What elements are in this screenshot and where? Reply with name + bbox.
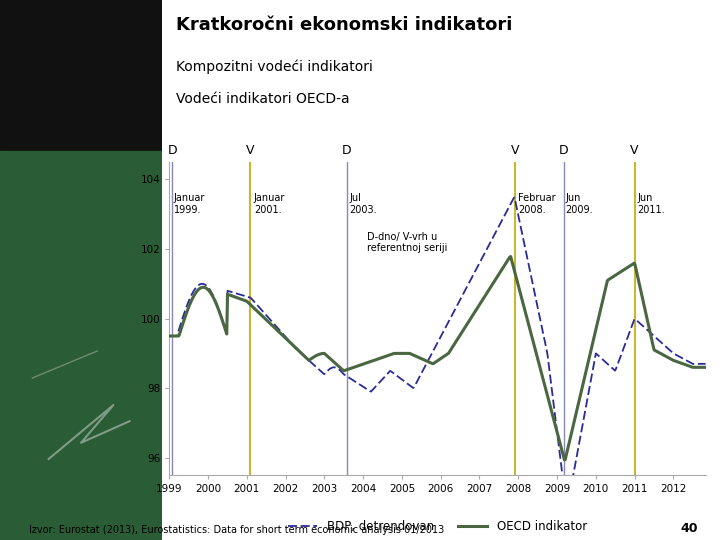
Legend: BDP, detrendovan, OECD indikator: BDP, detrendovan, OECD indikator (283, 516, 592, 538)
Text: V: V (631, 144, 639, 157)
Text: Kompozitni vodeći indikatori: Kompozitni vodeći indikatori (176, 59, 373, 74)
Text: Vodeći indikatori OECD-a: Vodeći indikatori OECD-a (176, 92, 350, 106)
Text: Januar
1999.: Januar 1999. (174, 193, 205, 215)
Text: Februar
2008.: Februar 2008. (518, 193, 556, 215)
Text: D: D (168, 144, 177, 157)
Bar (0, 151, 162, 540)
Text: 40: 40 (681, 522, 698, 535)
Text: D: D (342, 144, 351, 157)
Text: V: V (246, 144, 254, 157)
Text: Jun
2011.: Jun 2011. (638, 193, 665, 215)
Text: Jul
2003.: Jul 2003. (349, 193, 377, 215)
Text: Jun
2009.: Jun 2009. (566, 193, 593, 215)
Text: D-dno/ V-vrh u
referentnoj seriji: D-dno/ V-vrh u referentnoj seriji (367, 232, 447, 253)
Text: D: D (559, 144, 569, 157)
Bar (0, 0, 162, 151)
Text: Kratkoročni ekonomski indikatori: Kratkoročni ekonomski indikatori (176, 16, 513, 34)
Text: Januar
2001.: Januar 2001. (253, 193, 285, 215)
Text: V: V (511, 144, 519, 157)
Text: Izvor: Eurostat (2013), Eurostatistics: Data for short term economic analysis 01: Izvor: Eurostat (2013), Eurostatistics: … (29, 524, 444, 535)
